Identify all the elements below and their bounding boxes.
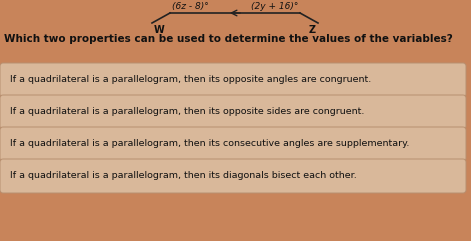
Text: If a quadrilateral is a parallelogram, then its opposite sides are congruent.: If a quadrilateral is a parallelogram, t… [10,107,365,116]
Text: Z: Z [309,25,316,35]
Text: (2y + 16)°: (2y + 16)° [251,2,298,11]
FancyBboxPatch shape [0,159,466,193]
Text: (6z - 8)°: (6z - 8)° [172,2,209,11]
FancyBboxPatch shape [0,63,466,97]
Text: If a quadrilateral is a parallelogram, then its opposite angles are congruent.: If a quadrilateral is a parallelogram, t… [10,75,371,85]
Text: If a quadrilateral is a parallelogram, then its diagonals bisect each other.: If a quadrilateral is a parallelogram, t… [10,172,357,181]
FancyBboxPatch shape [0,127,466,161]
Text: Which two properties can be used to determine the values of the variables?: Which two properties can be used to dete… [4,34,453,44]
FancyBboxPatch shape [0,95,466,129]
Text: If a quadrilateral is a parallelogram, then its consecutive angles are supplemen: If a quadrilateral is a parallelogram, t… [10,140,409,148]
Text: W: W [154,25,165,35]
